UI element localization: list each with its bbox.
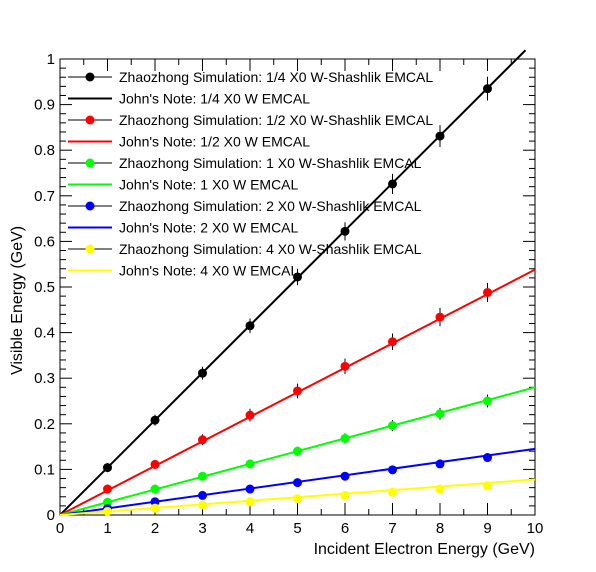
- data-point: [435, 459, 445, 469]
- legend-marker: [85, 158, 95, 168]
- data-point: [293, 494, 302, 504]
- legend-entry: John's Note: 1/2 X0 W EMCAL: [119, 134, 310, 150]
- data-point: [388, 421, 397, 431]
- legend-marker: [85, 201, 95, 211]
- data-point: [198, 500, 207, 510]
- data-point: [340, 433, 350, 443]
- y-tick-label: 0.8: [34, 142, 55, 159]
- y-tick-label: 0.5: [34, 279, 55, 296]
- legend-marker: [85, 244, 95, 254]
- data-point: [435, 484, 445, 494]
- series-layer: [59, 49, 536, 516]
- data-point: [483, 453, 492, 463]
- data-point: [245, 484, 255, 494]
- data-point: [150, 484, 160, 494]
- series-points-0: [103, 76, 492, 473]
- legend-marker: [85, 72, 95, 82]
- x-tick-label: 9: [483, 520, 491, 537]
- data-point: [198, 435, 207, 445]
- y-tick-label: 0.3: [34, 370, 55, 387]
- data-point: [293, 446, 302, 456]
- y-tick-label: 0.9: [34, 97, 55, 114]
- x-tick-label: 7: [388, 520, 396, 537]
- data-point: [388, 337, 397, 347]
- data-point: [435, 409, 445, 419]
- data-point: [340, 361, 350, 371]
- data-point: [198, 471, 207, 481]
- axis-tick-labels: 0 1 2 3 4 5 6 7 8 9 10 0 0.1 0.2 0.3 0.4 0.5 0.6 0.7 0.8 0.9…: [34, 51, 543, 537]
- x-tick-label: 2: [151, 520, 159, 537]
- x-tick-label: 0: [56, 520, 64, 537]
- series-points-8: [103, 481, 492, 516]
- data-point: [245, 459, 255, 469]
- legend-entry: Zhaozhong Simulation: 4 X0 W-Shashlik EM…: [119, 241, 422, 257]
- data-point: [483, 396, 492, 406]
- legend-entry: John's Note: 2 X0 W EMCAL: [119, 220, 299, 236]
- legend-entry: Zhaozhong Simulation: 1/2 X0 W-Shashlik …: [119, 112, 433, 128]
- data-point: [103, 463, 112, 473]
- series-points-4: [103, 394, 492, 507]
- legend-entry: Zhaozhong Simulation: 1 X0 W-Shashlik EM…: [119, 155, 422, 171]
- axis-ticks: [59, 58, 536, 516]
- data-point: [293, 386, 302, 396]
- data-point: [103, 506, 112, 516]
- y-tick-label: 0.1: [34, 461, 55, 478]
- data-point: [340, 490, 350, 500]
- y-axis-title: Visible Energy (GeV): [9, 226, 26, 375]
- legend-entry: John's Note: 1/4 X0 W EMCAL: [119, 91, 310, 107]
- data-point: [103, 497, 112, 507]
- legend-entry: Zhaozhong Simulation: 2 X0 W-Shashlik EM…: [119, 198, 422, 214]
- legend-entry: John's Note: 1 X0 W EMCAL: [119, 177, 299, 193]
- data-point: [198, 490, 207, 500]
- x-tick-label: 5: [293, 520, 301, 537]
- y-tick-label: 0.6: [34, 233, 55, 250]
- data-point: [388, 465, 397, 475]
- y-tick-label: 0.7: [34, 188, 55, 205]
- data-point: [435, 312, 445, 322]
- series-line-1: [59, 49, 527, 516]
- legend: Zhaozhong Simulation: 1/4 X0 W-Shashlik …: [68, 69, 433, 279]
- data-point: [483, 287, 492, 297]
- legend-entry: John's Note: 4 X0 W EMCAL: [119, 263, 299, 279]
- data-point: [388, 179, 397, 189]
- data-point: [150, 415, 160, 425]
- data-point: [198, 368, 207, 378]
- x-tick-label: 1: [103, 520, 111, 537]
- y-tick-label: 0.4: [34, 325, 55, 342]
- y-tick-label: 0: [47, 507, 55, 524]
- data-point: [388, 487, 397, 497]
- x-axis-title: Incident Electron Energy (GeV): [314, 541, 535, 558]
- data-point: [245, 321, 255, 331]
- legend-marker: [85, 115, 95, 125]
- series-points-6: [103, 453, 492, 514]
- data-point: [150, 503, 160, 513]
- series-points-2: [103, 282, 492, 494]
- data-point: [293, 272, 302, 282]
- x-tick-label: 10: [527, 520, 544, 537]
- y-tick-label: 1: [47, 51, 55, 68]
- data-point: [103, 484, 112, 494]
- data-point: [245, 497, 255, 507]
- x-tick-label: 3: [198, 520, 206, 537]
- data-point: [483, 481, 492, 491]
- data-point: [435, 131, 445, 141]
- legend-entry: Zhaozhong Simulation: 1/4 X0 W-Shashlik …: [119, 69, 433, 85]
- data-point: [483, 84, 492, 94]
- x-tick-label: 6: [341, 520, 349, 537]
- data-point: [340, 471, 350, 481]
- data-point: [293, 478, 302, 488]
- data-point: [150, 497, 160, 507]
- x-tick-label: 4: [246, 520, 254, 537]
- y-tick-label: 0.2: [34, 416, 55, 433]
- data-point: [340, 226, 350, 236]
- data-point: [245, 410, 255, 420]
- x-tick-label: 8: [436, 520, 444, 537]
- data-point: [150, 459, 160, 469]
